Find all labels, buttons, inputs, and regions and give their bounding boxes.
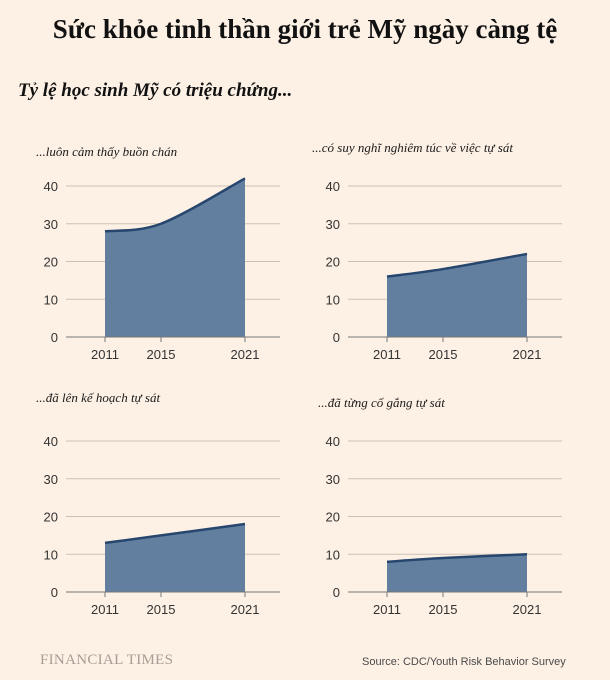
x-tick-label: 2015 xyxy=(429,602,458,617)
y-tick-label: 20 xyxy=(44,255,58,270)
panel-title: ...có suy nghĩ nghiêm túc về việc tự sát xyxy=(312,140,513,155)
y-tick-label: 0 xyxy=(51,330,58,345)
y-tick-label: 20 xyxy=(326,255,340,270)
source-note: Source: CDC/Youth Risk Behavior Survey xyxy=(362,656,566,668)
y-tick-label: 30 xyxy=(326,217,340,232)
y-tick-label: 40 xyxy=(326,434,340,449)
y-tick-label: 40 xyxy=(44,434,58,449)
financial-times-logo: FINANCIAL TIMES xyxy=(40,652,174,668)
x-tick-label: 2011 xyxy=(373,602,401,617)
y-tick-label: 40 xyxy=(44,179,58,194)
x-tick-label: 2021 xyxy=(231,347,260,362)
x-tick-label: 2015 xyxy=(147,347,176,362)
area-fill xyxy=(387,253,527,337)
page-subtitle: Tỷ lệ học sinh Mỹ có triệu chứng... xyxy=(18,80,293,101)
x-tick-label: 2021 xyxy=(231,602,260,617)
y-tick-label: 40 xyxy=(326,179,340,194)
area-fill xyxy=(105,178,245,337)
x-tick-label: 2021 xyxy=(513,602,542,617)
y-tick-label: 20 xyxy=(44,510,58,525)
x-tick-label: 2021 xyxy=(513,347,542,362)
y-tick-label: 0 xyxy=(51,585,58,600)
y-tick-label: 0 xyxy=(333,330,340,345)
series-line xyxy=(386,252,528,278)
panel-title: ...đã từng cố gắng tự sát xyxy=(318,395,445,410)
y-tick-label: 30 xyxy=(44,217,58,232)
x-tick-label: 2015 xyxy=(429,347,458,362)
y-tick-label: 30 xyxy=(326,472,340,487)
y-tick-label: 10 xyxy=(44,292,58,307)
x-tick-label: 2011 xyxy=(373,347,401,362)
series-line xyxy=(386,553,528,564)
y-tick-label: 20 xyxy=(326,510,340,525)
page-title: Sức khỏe tinh thần giới trẻ Mỹ ngày càng… xyxy=(52,14,558,44)
y-tick-label: 0 xyxy=(333,585,340,600)
y-tick-label: 10 xyxy=(326,547,340,562)
x-tick-label: 2015 xyxy=(147,602,176,617)
y-tick-label: 30 xyxy=(44,472,58,487)
series-line xyxy=(104,522,246,545)
area-fill xyxy=(105,524,245,592)
area-fill xyxy=(387,554,527,592)
y-tick-label: 10 xyxy=(44,547,58,562)
y-tick-label: 10 xyxy=(326,292,340,307)
x-tick-label: 2011 xyxy=(91,347,119,362)
series-line xyxy=(104,177,246,233)
x-tick-label: 2011 xyxy=(91,602,119,617)
panel-title: ...đã lên kế hoạch tự sát xyxy=(36,390,160,405)
panel-title: ...luôn cảm thấy buồn chán xyxy=(36,144,177,159)
